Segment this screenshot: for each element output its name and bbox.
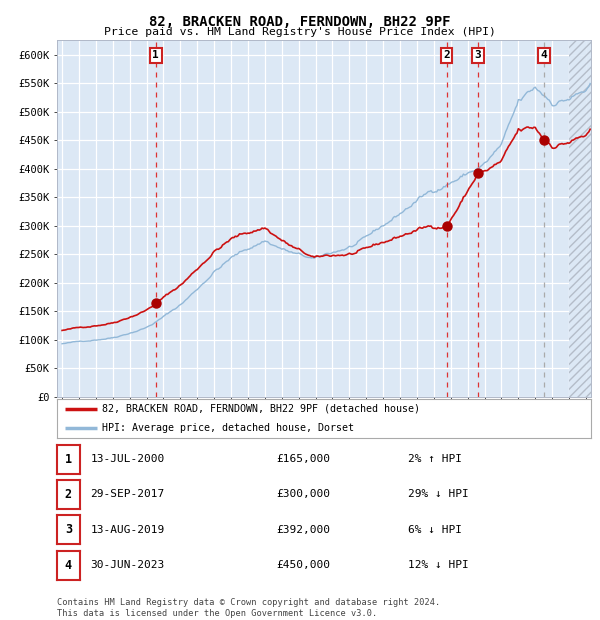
- Text: 3: 3: [65, 523, 72, 536]
- Text: HPI: Average price, detached house, Dorset: HPI: Average price, detached house, Dors…: [103, 423, 355, 433]
- Text: 13-AUG-2019: 13-AUG-2019: [91, 525, 165, 535]
- Text: 82, BRACKEN ROAD, FERNDOWN, BH22 9PF: 82, BRACKEN ROAD, FERNDOWN, BH22 9PF: [149, 15, 451, 29]
- Text: 1: 1: [65, 453, 72, 466]
- Text: 29-SEP-2017: 29-SEP-2017: [91, 489, 165, 500]
- Text: Contains HM Land Registry data © Crown copyright and database right 2024.
This d: Contains HM Land Registry data © Crown c…: [57, 598, 440, 618]
- Text: 13-JUL-2000: 13-JUL-2000: [91, 454, 165, 464]
- Text: 2% ↑ HPI: 2% ↑ HPI: [408, 454, 462, 464]
- Text: £165,000: £165,000: [276, 454, 330, 464]
- Text: £392,000: £392,000: [276, 525, 330, 535]
- Text: 4: 4: [541, 50, 547, 60]
- Text: 2: 2: [443, 50, 450, 60]
- Text: £300,000: £300,000: [276, 489, 330, 500]
- Text: Price paid vs. HM Land Registry's House Price Index (HPI): Price paid vs. HM Land Registry's House …: [104, 27, 496, 37]
- Text: 3: 3: [475, 50, 481, 60]
- Text: £450,000: £450,000: [276, 560, 330, 570]
- Text: 4: 4: [65, 559, 72, 572]
- Bar: [569, 40, 591, 397]
- Text: 82, BRACKEN ROAD, FERNDOWN, BH22 9PF (detached house): 82, BRACKEN ROAD, FERNDOWN, BH22 9PF (de…: [103, 404, 421, 414]
- Text: 12% ↓ HPI: 12% ↓ HPI: [408, 560, 469, 570]
- Text: 1: 1: [152, 50, 159, 60]
- Text: 2: 2: [65, 488, 72, 501]
- Text: 6% ↓ HPI: 6% ↓ HPI: [408, 525, 462, 535]
- Text: 30-JUN-2023: 30-JUN-2023: [91, 560, 165, 570]
- Text: 29% ↓ HPI: 29% ↓ HPI: [408, 489, 469, 500]
